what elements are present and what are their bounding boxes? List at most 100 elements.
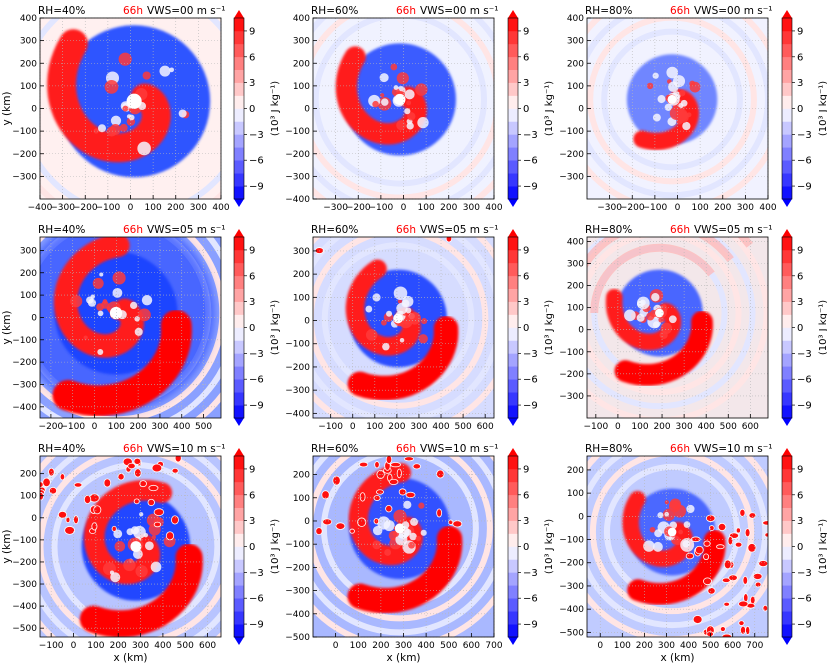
colorbar-tick-label: 9 <box>249 464 255 475</box>
x-tick-label: −300 <box>323 203 348 213</box>
core-cell <box>386 310 393 317</box>
core-cell <box>92 277 104 289</box>
core-cell <box>417 116 429 129</box>
colorbar-tick-label: 0 <box>797 323 803 334</box>
convective-cell <box>388 478 399 486</box>
colorbar-tick-label: −3 <box>249 568 264 579</box>
x-tick-label: 400 <box>680 641 697 651</box>
x-tick-label: 0 <box>675 203 681 213</box>
colorbar: 9 6 3 0 −3 −6 −9 (10³ J kg⁻¹) <box>507 229 555 426</box>
heatmap-field <box>587 18 768 199</box>
vws-label: VWS=05 m s⁻¹ <box>147 224 226 236</box>
colorbar-tick-label: −6 <box>797 594 812 605</box>
trailing-red-band <box>79 543 203 637</box>
trailing-red-band <box>614 310 713 386</box>
core-cell <box>673 75 686 88</box>
colorbar-level <box>508 520 518 534</box>
convective-cell <box>390 462 401 468</box>
heatmap-field <box>313 237 494 418</box>
rh-label: RH=40% <box>38 224 85 236</box>
colorbar-level <box>508 147 518 161</box>
y-tick-label: −100 <box>12 336 37 346</box>
plot-frame <box>586 455 769 638</box>
outer-band <box>40 456 221 637</box>
core-cell <box>639 299 646 306</box>
core-cell <box>669 498 682 510</box>
colorbar-level <box>508 353 518 367</box>
storm-eye <box>667 94 677 104</box>
colorbar-level <box>782 520 792 534</box>
grid <box>313 456 495 638</box>
colorbar-level <box>508 468 518 483</box>
storm-eye <box>667 527 677 537</box>
outer-band <box>313 456 493 622</box>
colorbar-level <box>782 507 792 521</box>
core-cell <box>390 63 398 71</box>
colorbar-extend-max <box>782 229 792 237</box>
colorbar-level <box>234 546 244 560</box>
colorbar-tick-label: 9 <box>523 245 529 256</box>
y-tick-label: 0 <box>304 517 310 527</box>
x-axis-label: x (km) <box>660 652 694 664</box>
convective-cell <box>685 552 695 560</box>
core-cell <box>403 318 411 325</box>
colorbar-tick-label: 3 <box>797 78 803 89</box>
x-tick-label: 300 <box>151 422 168 432</box>
colorbar-extend-max <box>234 229 244 237</box>
convective-cell <box>703 553 710 561</box>
core-cell <box>666 66 679 79</box>
colorbar-tick-label: 6 <box>797 52 803 63</box>
vws-label: VWS=10 m s⁻¹ <box>147 443 226 455</box>
core-cell <box>680 537 695 552</box>
colorbar-tick-label: 0 <box>797 104 803 115</box>
x-tick-label: 400 <box>212 203 229 213</box>
x-tick-label: 400 <box>418 641 435 651</box>
colorbar-level <box>782 30 792 45</box>
colorbar-level <box>234 186 244 200</box>
heatmap-field <box>587 456 768 637</box>
x-tick-label: 300 <box>463 203 480 213</box>
y-tick-label: −200 <box>285 150 310 160</box>
colorbar-level <box>234 121 244 135</box>
colorbar-level <box>234 468 244 483</box>
colorbar-level <box>234 275 244 290</box>
colorbar-level <box>782 379 792 393</box>
y-tick-label: −100 <box>559 127 584 137</box>
convective-cell <box>762 604 768 612</box>
y-tick-label: −100 <box>559 348 584 358</box>
colorbar-tick-label: −6 <box>249 156 264 167</box>
colorbar-level <box>508 30 518 45</box>
convective-cell <box>705 514 716 522</box>
convective-cell <box>148 484 159 492</box>
panel-7: −100 0 100 200 300 400 500 600−500−400−300−200−… <box>1 443 281 664</box>
core-cell <box>372 540 382 550</box>
colorbar-label: (10³ J kg⁻¹) <box>270 81 281 136</box>
convective-cell <box>153 521 162 528</box>
convective-cell <box>174 456 182 463</box>
convective-cell <box>139 480 147 488</box>
core-cell <box>396 120 407 131</box>
core-cell <box>150 561 162 573</box>
y-tick-label: 200 <box>567 466 584 476</box>
colorbar-tick-label: −3 <box>797 568 812 579</box>
convective-cell <box>436 508 443 518</box>
x-tick-label: −100 <box>643 203 668 213</box>
core-cell <box>393 85 399 90</box>
colorbar-tick-label: −9 <box>249 620 264 631</box>
colorbar-level <box>782 134 792 148</box>
convective-cell <box>42 477 51 488</box>
core-cell <box>106 306 111 311</box>
core-cell <box>137 141 151 156</box>
vws-label: VWS=05 m s⁻¹ <box>694 224 773 236</box>
core-cell <box>87 298 97 307</box>
x-tick-label: 600 <box>724 641 741 651</box>
colorbar-tick-label: 6 <box>523 52 529 63</box>
colorbar-level <box>508 327 518 341</box>
colorbar: 9 6 3 0 −3 −6 −9 (10³ J kg⁻¹) <box>781 10 827 207</box>
convective-cell <box>349 528 355 534</box>
core-cell <box>159 65 171 77</box>
core-cell <box>678 529 683 535</box>
convective-cell <box>321 490 330 500</box>
y-tick-label: −100 <box>12 536 37 546</box>
colorbar-level <box>782 572 792 586</box>
